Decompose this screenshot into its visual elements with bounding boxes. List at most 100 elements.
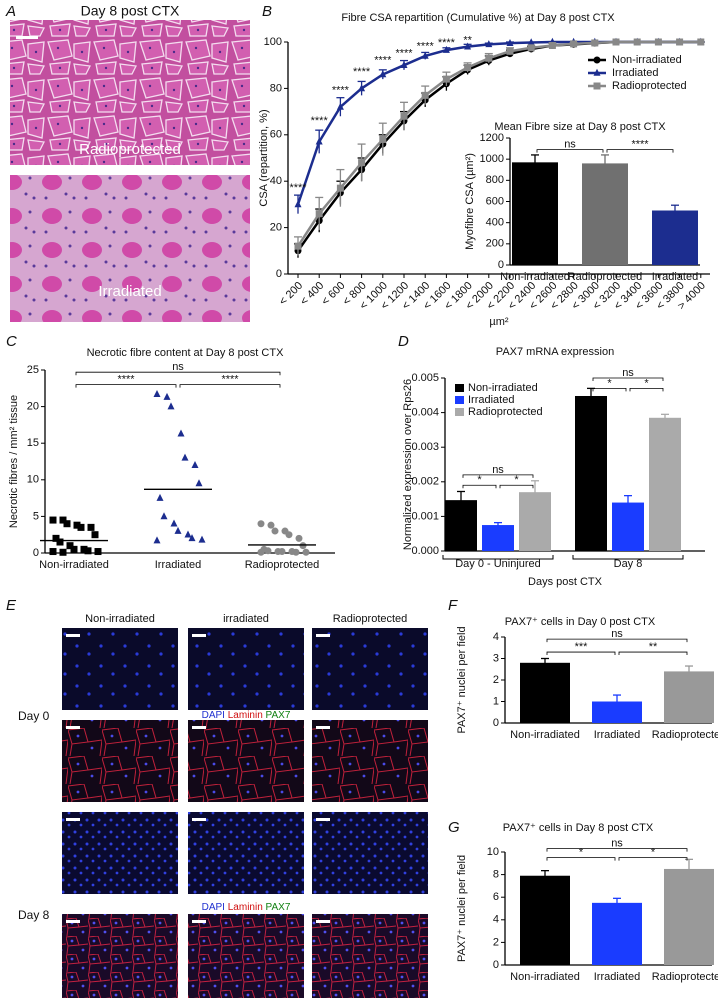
y-tick-label: 80 <box>270 82 282 94</box>
x-tick-label: Radioprotected <box>245 559 320 571</box>
significance-bracket <box>499 484 534 489</box>
marker <box>654 38 662 46</box>
significance-bracket <box>592 387 627 392</box>
marker <box>633 38 641 46</box>
significance: **** <box>438 37 456 49</box>
marker <box>315 210 323 218</box>
y-tick-label: 0.002 <box>411 476 439 488</box>
marker <box>174 526 182 534</box>
marker <box>87 523 95 531</box>
significance: **** <box>289 182 307 194</box>
marker <box>70 545 78 553</box>
chart-title: Necrotic fibre content at Day 8 post CTX <box>87 347 285 359</box>
bar <box>664 671 714 723</box>
marker <box>485 40 493 48</box>
marker <box>257 520 265 528</box>
marker <box>177 429 185 437</box>
significance: **** <box>395 48 413 60</box>
micrograph <box>188 914 304 998</box>
marker <box>278 548 286 556</box>
y-tick-label: 2 <box>493 674 499 686</box>
x-tick-label: Radioprotected <box>652 729 718 741</box>
marker <box>49 548 57 556</box>
significance: **** <box>221 374 239 386</box>
significance: * <box>579 847 584 859</box>
marker <box>676 38 684 46</box>
x-axis-label: µm² <box>489 316 509 328</box>
marker <box>506 38 514 46</box>
significance: **** <box>117 374 135 386</box>
marker <box>294 242 302 250</box>
y-tick-label: 25 <box>27 364 39 376</box>
marker <box>527 38 535 46</box>
marker <box>421 91 429 99</box>
legend-label: Radioprotected <box>612 80 687 92</box>
significance: **** <box>332 85 350 97</box>
y-tick-label: 600 <box>486 195 504 207</box>
significance-bracket <box>462 484 497 489</box>
y-tick-label: 400 <box>486 217 504 229</box>
y-tick-label: 6 <box>493 891 499 903</box>
marker <box>336 184 344 192</box>
marker <box>264 547 272 555</box>
stain: DAPI <box>202 710 225 721</box>
stain: Laminin <box>228 902 263 913</box>
significance-bracket <box>618 857 688 861</box>
marker <box>188 534 196 542</box>
marker <box>156 493 164 501</box>
y-axis-label: Normalized expression over Rps26 <box>402 379 414 550</box>
y-axis-label: Necrotic fibres / mm² tissue <box>8 395 20 528</box>
stain: Laminin <box>228 710 263 721</box>
marker <box>91 531 99 539</box>
marker <box>336 102 344 110</box>
significance: * <box>477 474 482 486</box>
y-tick-label: 200 <box>486 238 504 250</box>
panel-label: E <box>6 597 17 614</box>
significance: **** <box>353 66 371 78</box>
significance-bracket <box>546 848 688 852</box>
legend-marker <box>593 68 601 76</box>
micrograph <box>312 914 428 998</box>
y-tick-label: 8 <box>493 869 499 881</box>
legend-label: Non-irradiated <box>612 54 682 66</box>
bar <box>482 525 514 551</box>
significance: ** <box>463 35 472 47</box>
panel-label: A <box>5 3 16 20</box>
bar <box>520 662 570 723</box>
y-tick-label: 0 <box>493 717 499 729</box>
y-axis-label: CSA (repartition, %) <box>258 109 270 206</box>
marker <box>170 519 178 527</box>
panel-e: Non-irradiated irradiated Radioprotected… <box>18 613 428 998</box>
stain: PAX7 <box>266 710 291 721</box>
series-line <box>296 40 701 247</box>
marker <box>271 527 279 535</box>
x-tick-label: Radioprotected <box>568 271 643 283</box>
column-header: Non-irradiated <box>85 613 155 625</box>
marker <box>358 84 366 92</box>
marker <box>184 530 192 538</box>
marker <box>464 42 472 50</box>
bar <box>512 162 558 265</box>
legend-marker <box>593 56 601 64</box>
micrograph <box>312 628 428 710</box>
row-label: Day 8 <box>18 908 50 922</box>
micrograph <box>188 720 304 802</box>
significance: ** <box>649 641 658 653</box>
stain-legend: DAPI Laminin PAX7 <box>202 902 291 913</box>
significance-bracket <box>546 651 616 656</box>
y-tick-label: 1 <box>493 695 499 707</box>
x-tick-label: < 600 <box>319 280 347 308</box>
micrograph <box>188 812 304 894</box>
legend-label: Non-irradiated <box>468 382 538 394</box>
marker <box>160 512 168 520</box>
y-tick-label: 20 <box>270 222 282 234</box>
marker <box>195 479 203 487</box>
bar <box>652 210 698 265</box>
y-tick-label: 0 <box>498 259 504 271</box>
marker <box>379 70 387 78</box>
marker <box>94 548 102 556</box>
marker <box>570 40 578 48</box>
marker <box>442 45 450 53</box>
marker <box>299 542 307 550</box>
panel-label: F <box>448 597 458 614</box>
